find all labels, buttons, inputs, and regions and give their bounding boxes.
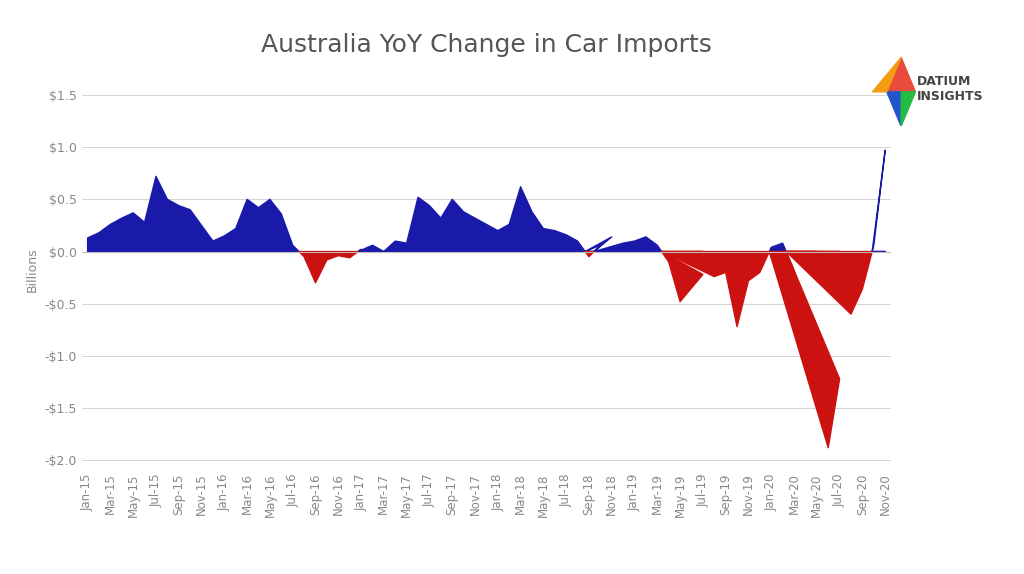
Polygon shape: [887, 57, 915, 92]
Y-axis label: Billions: Billions: [26, 247, 39, 292]
Polygon shape: [872, 57, 901, 92]
Polygon shape: [901, 92, 915, 126]
Title: Australia YoY Change in Car Imports: Australia YoY Change in Car Imports: [261, 33, 712, 57]
Text: DATIUM
INSIGHTS: DATIUM INSIGHTS: [916, 75, 983, 103]
Polygon shape: [887, 92, 901, 126]
